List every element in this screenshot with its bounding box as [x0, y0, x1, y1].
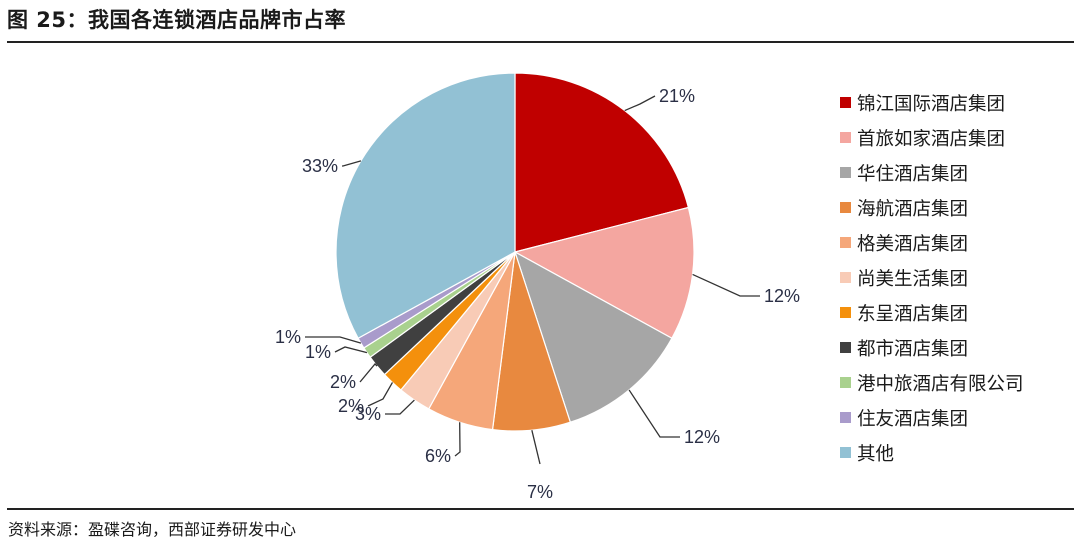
legend-item: 首旅如家酒店集团 [840, 120, 1024, 155]
pie-data-label: 2% [338, 396, 364, 416]
pie-leader-line [624, 95, 656, 112]
footer-divider [7, 508, 1074, 510]
pie-data-labels: 21%12%12%7%6%3%2%2%1%1%33% [275, 86, 800, 502]
legend-swatch [840, 237, 851, 248]
pie-data-label: 1% [305, 342, 331, 362]
source-note: 资料来源：盈碟咨询，西部证券研发中心 [8, 520, 297, 539]
pie-slice [513, 206, 695, 340]
page-title: 图 25：我国各连锁酒店品牌市占率 [7, 8, 347, 32]
pie-data-label: 21% [659, 86, 695, 106]
pie-data-label: 12% [764, 286, 800, 306]
legend-swatch [840, 97, 851, 108]
legend-label: 都市酒店集团 [857, 338, 969, 360]
legend-item: 东呈酒店集团 [840, 295, 1024, 330]
legend-swatch [840, 167, 851, 178]
legend-label: 海航酒店集团 [857, 198, 969, 220]
pie-leader-line [359, 363, 378, 383]
pie-leader-line [367, 382, 394, 407]
pie-data-label: 3% [355, 404, 381, 424]
legend-swatch [840, 447, 851, 458]
pie-leader-line [692, 273, 760, 297]
legend-item: 海航酒店集团 [840, 190, 1024, 225]
pie-slices [335, 72, 695, 432]
legend-label: 尚美生活集团 [857, 268, 969, 290]
pie-leader-line [334, 346, 368, 354]
legend-item: 尚美生活集团 [840, 260, 1024, 295]
legend-label: 锦江国际酒店集团 [857, 93, 1006, 115]
legend-label: 格美酒店集团 [857, 233, 969, 255]
header-divider [7, 41, 1074, 43]
pie-data-label: 1% [275, 327, 301, 347]
legend-item: 都市酒店集团 [840, 330, 1024, 365]
pie-data-label: 2% [330, 372, 356, 392]
legend-label: 其他 [857, 443, 895, 465]
pie-data-label: 33% [302, 156, 338, 176]
pie-leader-line [628, 389, 680, 438]
pie-data-label: 12% [684, 427, 720, 447]
pie-data-label: 6% [425, 446, 451, 466]
legend-swatch [840, 377, 851, 388]
pie-leader-line [342, 160, 362, 167]
pie-slice [513, 250, 673, 423]
legend-item: 华住酒店集团 [840, 155, 1024, 190]
pie-leader-lines [305, 95, 760, 465]
legend-item: 住友酒店集团 [840, 400, 1024, 435]
legend-swatch [840, 307, 851, 318]
pie-leader-line [305, 336, 362, 344]
legend-item: 其他 [840, 435, 1024, 470]
legend-swatch [840, 342, 851, 353]
pie-leader-line [531, 430, 541, 465]
legend-label: 东呈酒店集团 [857, 303, 969, 325]
pie-leader-line [385, 399, 415, 415]
pie-slice [514, 72, 690, 253]
legend-item: 港中旅酒店有限公司 [840, 365, 1024, 400]
legend-swatch [840, 132, 851, 143]
pie-leader-line [454, 422, 461, 457]
chart-legend: 锦江国际酒店集团 首旅如家酒店集团 华住酒店集团 海航酒店集团 格美酒店集团 尚美生活集团… [840, 85, 1024, 470]
pie-data-label: 7% [527, 482, 553, 502]
legend-label: 华住酒店集团 [857, 163, 969, 185]
legend-label: 首旅如家酒店集团 [857, 128, 1006, 150]
legend-item: 格美酒店集团 [840, 225, 1024, 260]
legend-swatch [840, 412, 851, 423]
pie-chart: 21%12%12%7%6%3%2%2%1%1%33% [275, 72, 800, 502]
legend-label: 港中旅酒店有限公司 [857, 373, 1024, 395]
legend-swatch [840, 202, 851, 213]
legend-swatch [840, 272, 851, 283]
legend-label: 住友酒店集团 [857, 408, 969, 430]
legend-item: 锦江国际酒店集团 [840, 85, 1024, 120]
